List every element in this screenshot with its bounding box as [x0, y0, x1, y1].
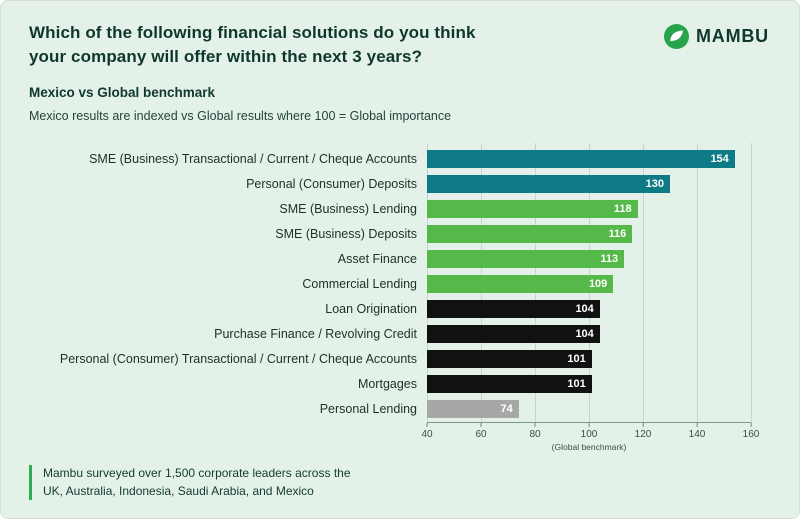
- mambu-logo-icon: [664, 24, 689, 49]
- bar-area: 116: [427, 225, 751, 244]
- chart-row: SME (Business) Deposits 116: [29, 222, 751, 247]
- bar-value-label: 130: [645, 178, 664, 191]
- x-axis: 40 60 80 100 120 140 160 (Global benchmark): [421, 421, 759, 459]
- bar: 154: [427, 150, 735, 169]
- bar-value-label: 109: [588, 278, 608, 291]
- mambu-logo: MAMBU: [664, 24, 769, 49]
- chart-row: Personal Lending 74: [29, 397, 751, 422]
- bar-value-label: 104: [575, 303, 594, 316]
- chart-row: Commercial Lending 109: [29, 272, 751, 297]
- bar: 130: [427, 175, 670, 194]
- tick-label: 60: [475, 428, 487, 440]
- tick-label: 40: [421, 428, 433, 440]
- category-label: Mortgages: [357, 377, 417, 392]
- bar: 101: [427, 375, 592, 394]
- tick-mark: [588, 422, 590, 427]
- chart-row: Mortgages 101: [29, 372, 751, 397]
- tick-mark: [480, 422, 482, 427]
- bar-area: 101: [427, 375, 751, 394]
- bar: 104: [427, 325, 600, 344]
- axis-tick: 120: [634, 422, 652, 440]
- x-axis-label: (Global benchmark): [551, 441, 627, 452]
- bar: 118: [427, 200, 638, 219]
- survey-footnote: Mambu surveyed over 1,500 corporate lead…: [29, 465, 373, 500]
- bar-value-label: 101: [567, 353, 586, 366]
- category-label: SME (Business) Deposits: [275, 227, 417, 242]
- bar: 109: [427, 275, 614, 294]
- gridline: [697, 142, 698, 426]
- tick-mark: [642, 422, 644, 427]
- axis-tick: 60: [475, 422, 487, 440]
- bar: 113: [427, 250, 625, 269]
- axis-tick: 160: [742, 422, 760, 440]
- bar-value-label: 74: [500, 403, 513, 416]
- bar-area: 113: [427, 250, 751, 269]
- header: Which of the following financial solutio…: [29, 21, 771, 69]
- chart-row: Personal (Consumer) Transactional / Curr…: [29, 347, 751, 372]
- tick-mark: [534, 422, 536, 427]
- category-label: Personal Lending: [319, 402, 417, 417]
- bar-area: 154: [427, 150, 751, 169]
- bar-area: 104: [427, 300, 751, 319]
- bar-area: 104: [427, 325, 751, 344]
- chart-rows: SME (Business) Transactional / Current /…: [29, 147, 751, 422]
- page-title: Which of the following financial solutio…: [29, 23, 476, 66]
- category-label: Personal (Consumer) Deposits: [246, 177, 417, 192]
- category-label: SME (Business) Transactional / Current /…: [89, 152, 417, 167]
- bar-area: 130: [427, 175, 751, 194]
- chart-description: Mexico results are indexed vs Global res…: [29, 108, 452, 123]
- category-label: SME (Business) Lending: [279, 202, 417, 217]
- axis-tick: 40: [421, 422, 433, 440]
- bar-area: 74: [427, 400, 751, 419]
- bar: 116: [427, 225, 633, 244]
- tick-mark: [426, 422, 428, 427]
- chart-row: Purchase Finance / Revolving Credit 104: [29, 322, 751, 347]
- chart-row: SME (Business) Lending 118: [29, 197, 751, 222]
- category-label: Personal (Consumer) Transactional / Curr…: [59, 352, 417, 367]
- bar: 104: [427, 300, 600, 319]
- bar-value-label: 104: [575, 328, 594, 341]
- bar-area: 118: [427, 200, 751, 219]
- chart-row: SME (Business) Transactional / Current /…: [29, 147, 751, 172]
- bar-value-label: 118: [613, 203, 632, 216]
- chart-subtitle: Mexico vs Global benchmark: [29, 84, 216, 100]
- mambu-logo-text: MAMBU: [696, 26, 769, 46]
- bar-value-label: 101: [567, 378, 586, 391]
- tick-label: 160: [742, 428, 760, 440]
- tick-mark: [696, 422, 698, 427]
- tick-label: 100: [580, 428, 598, 440]
- category-label: Asset Finance: [337, 252, 417, 267]
- axis-tick: 140: [688, 422, 706, 440]
- plot-area: SME (Business) Transactional / Current /…: [29, 142, 752, 426]
- category-label: Purchase Finance / Revolving Credit: [214, 327, 417, 342]
- chart-row: Personal (Consumer) Deposits 130: [29, 172, 751, 197]
- tick-label: 140: [688, 428, 706, 440]
- bar: 74: [427, 400, 519, 419]
- tick-mark: [750, 422, 752, 427]
- axis-tick: 100: [580, 422, 598, 440]
- tick-label: 80: [529, 428, 541, 440]
- bar-value-label: 154: [710, 153, 729, 166]
- gridline: [751, 142, 752, 426]
- bar-chart: SME (Business) Transactional / Current /…: [29, 142, 759, 459]
- gridline: [643, 142, 644, 426]
- bar-area: 101: [427, 350, 751, 369]
- bar: 101: [427, 350, 592, 369]
- category-label: Commercial Lending: [302, 277, 417, 292]
- axis-tick: 80: [529, 422, 541, 440]
- chart-row: Loan Origination 104: [29, 297, 751, 322]
- bar-value-label: 116: [608, 228, 627, 241]
- bar-value-label: 113: [600, 253, 619, 266]
- tick-label: 120: [634, 428, 652, 440]
- category-label: Loan Origination: [325, 302, 417, 317]
- chart-row: Asset Finance 113: [29, 247, 751, 272]
- bar-area: 109: [427, 275, 751, 294]
